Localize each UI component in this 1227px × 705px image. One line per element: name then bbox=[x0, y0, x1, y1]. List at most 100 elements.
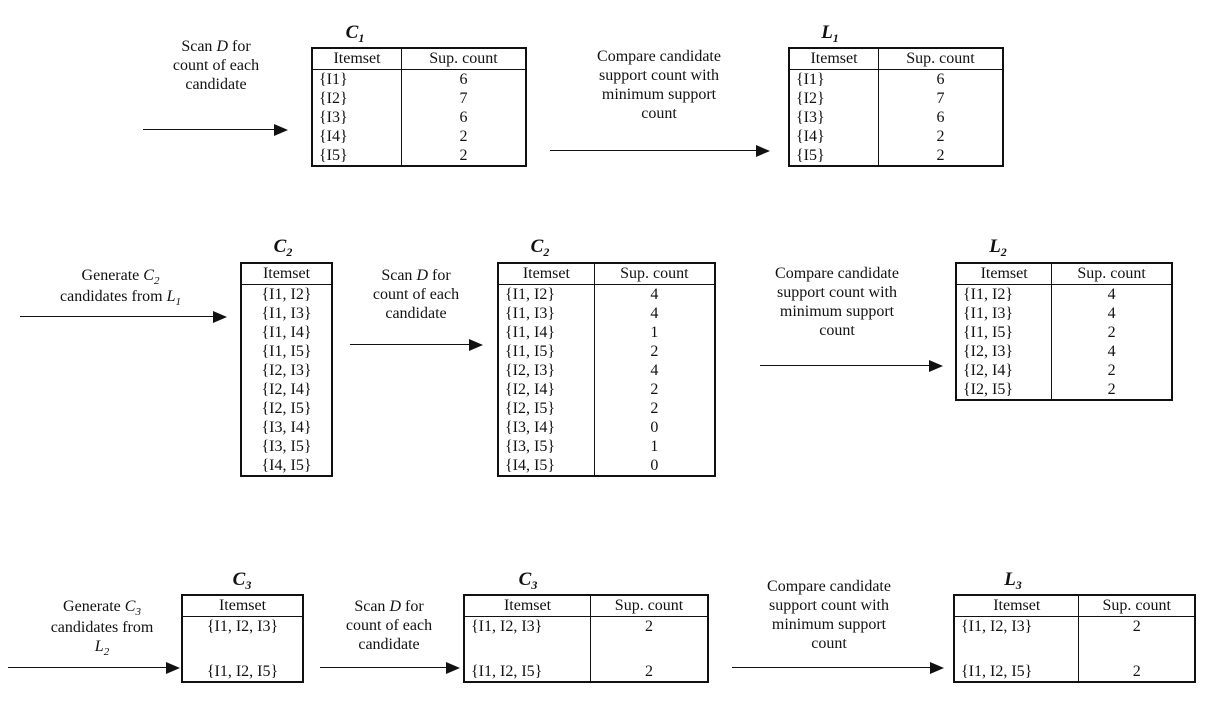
desc-text: support count with bbox=[769, 597, 889, 614]
desc-text: minimum support bbox=[779, 303, 895, 320]
table-c1: Itemset Sup. count {I1} 6 {I2} 7 {I3} 6 {I4… bbox=[311, 47, 527, 167]
table-row: {I5} 2 bbox=[312, 146, 526, 166]
label-letter: L bbox=[989, 236, 1001, 257]
itemset-cell: {I3} bbox=[312, 108, 402, 127]
desc-text: Compare candidate bbox=[767, 578, 891, 595]
count-cell: 1 bbox=[650, 324, 659, 341]
count-cell: 7 bbox=[936, 90, 945, 107]
table-label-c2-generated: C2 bbox=[270, 236, 296, 260]
table-row: {I2, I4} 2 bbox=[498, 380, 715, 399]
table-row: {I1, I3} 4 bbox=[498, 304, 715, 323]
column-header: Sup. count bbox=[401, 48, 526, 70]
column-header: Itemset bbox=[789, 48, 879, 70]
table-row: {I1, I5} 2 bbox=[956, 323, 1172, 342]
itemset-cell: {I1, I4} bbox=[261, 324, 312, 341]
itemset-cell: {I1, I3} bbox=[498, 304, 595, 323]
itemset-cell: {I1, I2, I5} bbox=[206, 663, 279, 680]
itemset-cell: {I5} bbox=[312, 146, 402, 166]
desc-subscript: 2 bbox=[153, 275, 160, 287]
itemset-cell: {I4} bbox=[312, 127, 402, 146]
table-row: {I1, I2, I5} 2 bbox=[464, 649, 708, 682]
table-c2: Itemset Sup. count {I1, I2} 4 {I1, I3} 4 {… bbox=[497, 262, 716, 477]
count-cell: 7 bbox=[459, 90, 468, 107]
itemset-cell: {I1, I3} bbox=[261, 305, 312, 322]
table-row: {I2} 7 bbox=[789, 89, 1003, 108]
generate-c2-description: Generate C2 candidates from L1 bbox=[18, 266, 223, 308]
arrow-icon bbox=[350, 339, 483, 351]
desc-text-italic: C bbox=[143, 267, 154, 284]
table-row: {I1, I2} bbox=[241, 285, 332, 305]
count-cell: 2 bbox=[1107, 362, 1116, 379]
count-cell: 2 bbox=[936, 147, 945, 164]
label-subscript: 3 bbox=[245, 578, 252, 592]
label-subscript: 3 bbox=[531, 578, 538, 592]
itemset-cell: {I3, I5} bbox=[498, 437, 595, 456]
itemset-cell: {I2, I4} bbox=[261, 381, 312, 398]
label-letter: C bbox=[530, 236, 544, 257]
table-row: {I4, I5} bbox=[241, 456, 332, 476]
label-letter: L bbox=[821, 22, 833, 43]
table-row: {I2, I3} 4 bbox=[498, 361, 715, 380]
table-row: {I1, I2, I3} 2 bbox=[464, 616, 708, 649]
table-row: {I1} 6 bbox=[789, 69, 1003, 89]
itemset-cell: {I2} bbox=[789, 89, 879, 108]
table-row: {I2, I5} bbox=[241, 399, 332, 418]
itemset-cell: {I1, I2} bbox=[261, 286, 312, 303]
itemset-cell: {I1, I2} bbox=[498, 284, 595, 304]
scan-d-description: Scan D for count of each candidate bbox=[318, 597, 460, 654]
table-label-c2: C2 bbox=[527, 236, 553, 260]
desc-text-italic: L bbox=[166, 288, 176, 305]
desc-text: candidates from bbox=[59, 288, 167, 305]
desc-text: candidates from bbox=[50, 619, 154, 636]
itemset-cell: {I1, I2, I3} bbox=[206, 618, 279, 635]
column-header: Itemset bbox=[464, 595, 592, 617]
count-cell: 2 bbox=[645, 618, 654, 635]
desc-text: count of each bbox=[372, 286, 460, 303]
table-row: {I2, I4} bbox=[241, 380, 332, 399]
desc-text: Scan bbox=[354, 598, 390, 615]
desc-text: candidate bbox=[385, 305, 447, 322]
label-letter: C bbox=[232, 569, 246, 590]
table-row: {I3, I5} bbox=[241, 437, 332, 456]
table-l3: Itemset Sup. count {I1, I2, I3} 2 {I1, I2… bbox=[953, 594, 1196, 683]
label-subscript: 1 bbox=[358, 31, 365, 45]
arrow-icon bbox=[143, 124, 288, 136]
table-row: {I3, I4} 0 bbox=[498, 418, 715, 437]
desc-text: support count with bbox=[599, 67, 719, 84]
count-cell: 2 bbox=[936, 128, 945, 145]
label-subscript: 2 bbox=[543, 245, 550, 259]
itemset-cell: {I2, I5} bbox=[956, 380, 1053, 400]
label-letter: C bbox=[273, 236, 287, 257]
desc-text: support count with bbox=[777, 284, 897, 301]
table-row: {I2, I4} 2 bbox=[956, 361, 1172, 380]
table-row: {I3} 6 bbox=[789, 108, 1003, 127]
table-row: {I2, I3} bbox=[241, 361, 332, 380]
itemset-cell: {I1, I5} bbox=[261, 343, 312, 360]
count-cell: 4 bbox=[1107, 343, 1116, 360]
count-cell: 4 bbox=[650, 286, 659, 303]
table-row: {I2, I3} 4 bbox=[956, 342, 1172, 361]
count-cell: 2 bbox=[459, 147, 468, 164]
desc-text: minimum support bbox=[771, 616, 887, 633]
column-header: Sup. count bbox=[1078, 595, 1195, 617]
table-row: {I1, I2} 4 bbox=[956, 284, 1172, 304]
itemset-cell: {I3} bbox=[789, 108, 879, 127]
desc-text: for bbox=[401, 598, 424, 615]
count-cell: 2 bbox=[650, 343, 659, 360]
itemset-cell: {I1, I4} bbox=[498, 323, 595, 342]
count-cell: 2 bbox=[1107, 324, 1116, 341]
table-row: {I2, I5} 2 bbox=[498, 399, 715, 418]
itemset-cell: {I1, I2, I3} bbox=[464, 616, 592, 649]
table-label-l3: L3 bbox=[1000, 570, 1026, 593]
arrow-icon bbox=[550, 145, 770, 157]
table-row: {I2} 7 bbox=[312, 89, 526, 108]
table-l1: Itemset Sup. count {I1} 6 {I2} 7 {I3} 6 {I4… bbox=[788, 47, 1004, 167]
column-header: Sup. count bbox=[590, 595, 708, 617]
itemset-cell: {I2, I4} bbox=[956, 361, 1053, 380]
table-row: {I1, I2, I5} bbox=[182, 649, 303, 682]
itemset-cell: {I2, I3} bbox=[498, 361, 595, 380]
table-l2: Itemset Sup. count {I1, I2} 4 {I1, I3} 4 {… bbox=[955, 262, 1173, 401]
count-cell: 6 bbox=[459, 109, 468, 126]
compare-description: Compare candidate support count with min… bbox=[555, 47, 763, 123]
table-row: {I4, I5} 0 bbox=[498, 456, 715, 476]
